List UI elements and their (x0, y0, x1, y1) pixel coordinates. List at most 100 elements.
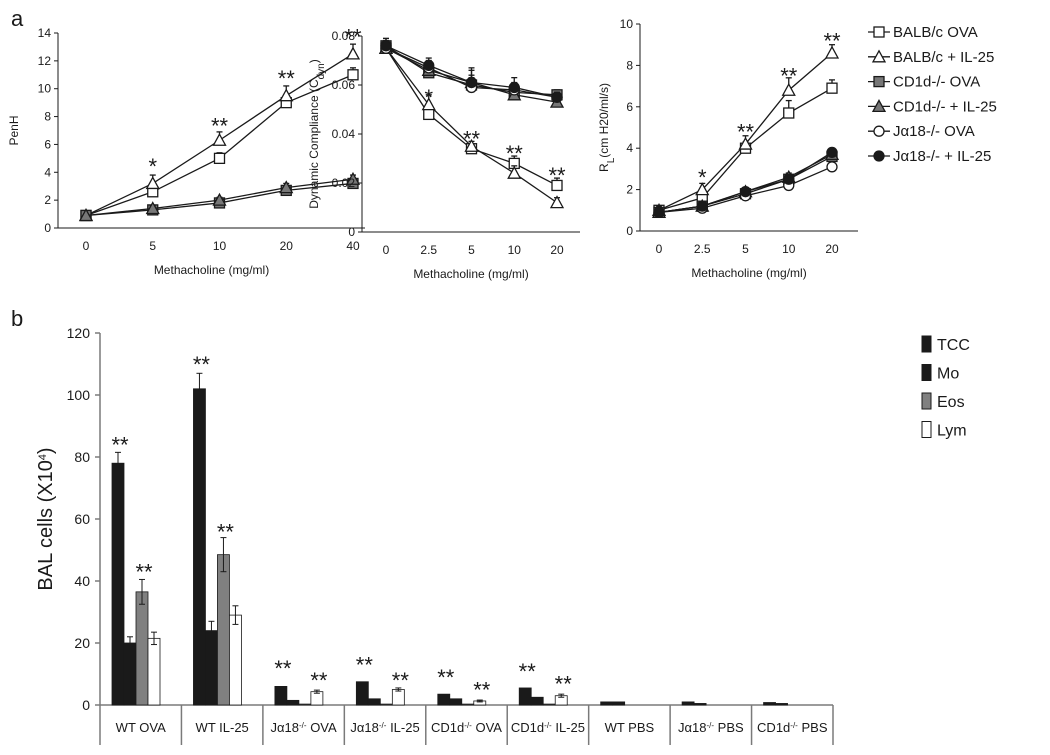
legend-a-item: Jα18-/- OVA (868, 123, 975, 140)
significance-stars: ** (392, 668, 410, 693)
legend-swatch (921, 364, 932, 381)
legend-marker (873, 150, 885, 162)
x-tick-label: 2.5 (420, 243, 437, 257)
significance-stars: ** (737, 120, 755, 145)
y-tick-label: 20 (74, 635, 90, 651)
significance-stars: ** (463, 126, 481, 151)
significance-stars: ** (437, 665, 455, 690)
bar (217, 554, 230, 706)
y-axis-label-sup: 4 (37, 454, 49, 460)
category-label: Jα18-/- IL-25 (350, 720, 419, 735)
x-tick-label: 10 (782, 242, 796, 256)
line-chart-a1: 0 2 4 6 8 10 12 14 0 5 10 20 40 Methacholine (mg/ml) P… (7, 24, 365, 277)
y-tick-label: 10 (38, 82, 52, 96)
data-point (421, 97, 436, 111)
y-tick-label: 14 (38, 26, 52, 40)
data-point (551, 179, 563, 192)
data-point (212, 132, 227, 146)
category-label-post: PBS (798, 720, 828, 735)
legend-swatch (921, 421, 932, 438)
data-point (781, 82, 796, 96)
bar (193, 388, 206, 706)
legend-marker (871, 99, 887, 113)
bar (205, 630, 218, 706)
category-label-post: IL-25 (552, 720, 585, 735)
data-point (279, 88, 294, 102)
x-axis-label: Methacholine (mg/ml) (413, 267, 528, 281)
y-tick-label: 0 (82, 697, 90, 713)
significance-stars: ** (135, 560, 153, 585)
category-label-pre: Jα18 (271, 720, 299, 735)
series (78, 43, 361, 222)
category-label: CD1d-/- PBS (757, 720, 828, 735)
y-tick-label: 120 (67, 325, 91, 341)
y-axis-label: Dynamic Compliance (Cdyn) (307, 59, 327, 209)
significance-stars: ** (780, 64, 798, 89)
legend-swatch (921, 392, 932, 410)
y-tick-label: 0.08 (332, 29, 356, 43)
x-tick-label: 5 (149, 239, 156, 253)
significance-stars: ** (211, 114, 229, 139)
category-label-sup: -/- (464, 721, 472, 730)
legend-b-item: Mo (921, 364, 959, 383)
legend-a-label: Jα18-/- + IL-25 (893, 148, 991, 165)
bar-series-lym (147, 605, 568, 706)
bar (123, 642, 137, 706)
bar-series-eos (135, 537, 556, 706)
bar (461, 703, 475, 706)
x-tick-label: 20 (550, 243, 564, 257)
bar (775, 703, 788, 706)
series-line (658, 153, 833, 214)
y-tick-label: 40 (74, 573, 90, 589)
category-label-pre: CD1d (757, 720, 790, 735)
y-axis-label-main: PenH (7, 115, 21, 145)
category-label: WT PBS (605, 720, 655, 735)
legend-marker (873, 26, 885, 38)
significance-stars: * (148, 154, 157, 179)
significance-stars: ** (473, 678, 491, 703)
panel-label-a: a (11, 6, 24, 31)
significance-stars: * (698, 165, 707, 190)
y-tick-label: 0.04 (332, 127, 356, 141)
data-point (824, 45, 840, 59)
y-axis-label-end: ) (35, 447, 57, 454)
y-tick-label: 4 (626, 141, 633, 155)
y-tick-label: 100 (67, 387, 91, 403)
x-tick-label: 20 (825, 242, 839, 256)
series (653, 146, 838, 219)
data-point (826, 146, 838, 158)
x-axis-label: Methacholine (mg/ml) (691, 266, 806, 280)
significance-stars: * (424, 85, 433, 110)
significance-stars: ** (217, 519, 235, 544)
data-point (345, 46, 361, 60)
data-point (464, 138, 479, 152)
x-tick-label: 10 (213, 239, 227, 253)
data-point (423, 108, 435, 121)
y-tick-label: 0 (348, 225, 355, 239)
legend-a-item: BALB/c OVA (868, 24, 978, 41)
data-point (347, 69, 359, 81)
series (380, 37, 563, 103)
data-point (380, 40, 392, 52)
legend-b-item: Lym (921, 421, 967, 440)
y-tick-label: 0 (626, 224, 633, 238)
category-label-post: OVA (307, 720, 337, 735)
significance-stars: ** (274, 656, 292, 681)
bar (147, 637, 161, 706)
significance-stars: ** (555, 671, 573, 696)
y-axis-label-sub: L (606, 157, 617, 163)
series (380, 40, 563, 192)
y-axis-label-main: R (597, 163, 611, 172)
y-axis-label-main: Dynamic Compliance (C (307, 79, 321, 209)
data-point (423, 59, 435, 72)
significance-stars: ** (310, 668, 328, 693)
category-label-sup: -/- (379, 721, 387, 730)
legend-b-label: TCC (937, 337, 970, 354)
x-tick-label: 20 (280, 239, 294, 253)
legend-b: TCC Mo Eos Lym (921, 335, 970, 440)
bar (530, 696, 544, 706)
bar (367, 698, 381, 706)
y-tick-label: 10 (620, 17, 634, 31)
data-point (551, 91, 563, 103)
